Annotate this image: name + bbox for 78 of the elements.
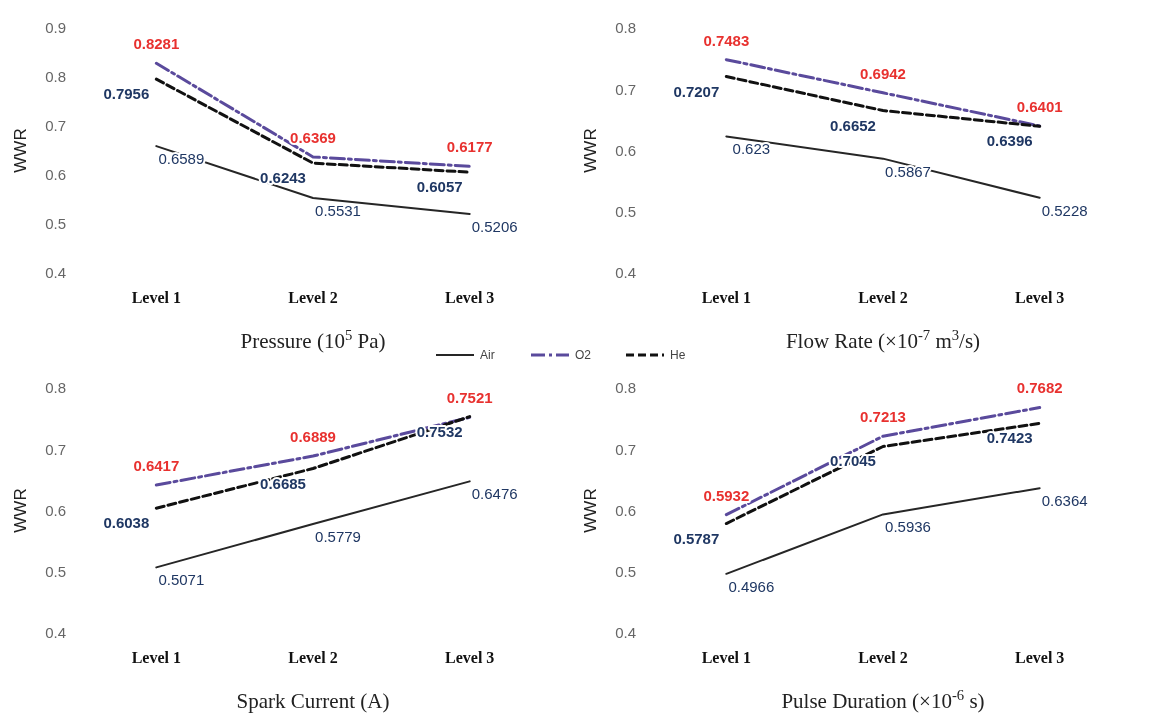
x-tick-label: Level 1: [131, 289, 181, 306]
data-label: 0.5932: [703, 486, 750, 504]
data-label: 0.5936: [885, 518, 931, 536]
data-label: 0.6652: [830, 116, 876, 134]
y-tick-label: 0.6: [45, 501, 66, 519]
x-tick-label: Level 3: [1015, 289, 1065, 306]
y-tick-label: 0.5: [45, 215, 66, 233]
legend-label: O2: [575, 348, 592, 363]
data-label: 0.7682: [1016, 379, 1063, 397]
data-label: 0.6942: [860, 64, 906, 82]
y-tick-label: 0.6: [615, 501, 636, 519]
x-tick-label: Level 2: [288, 289, 338, 306]
y-tick-label: 0.7: [45, 117, 66, 135]
y-tick-label: 0.5: [45, 563, 66, 580]
y-axis-title: WWR: [581, 128, 600, 173]
legend-label: He: [670, 348, 686, 363]
data-label: 0.6364: [1041, 492, 1088, 510]
x-axis-title: Spark Current (A): [236, 689, 390, 713]
data-label: 0.5206: [471, 217, 518, 235]
data-label: 0.6396: [986, 132, 1033, 150]
y-tick-label: 0.6: [45, 166, 66, 184]
data-label: 0.7207: [673, 82, 720, 100]
y-tick-label: 0.8: [615, 19, 636, 37]
y-tick-label: 0.9: [45, 19, 66, 37]
x-tick-label: Level 1: [701, 289, 751, 306]
y-tick-label: 0.8: [45, 68, 66, 86]
data-label: 0.6243: [260, 169, 306, 187]
y-tick-label: 0.4: [615, 624, 636, 642]
y-axis-title: WWR: [581, 488, 600, 533]
data-label: 0.6038: [103, 514, 150, 532]
x-tick-label: Level 2: [858, 649, 908, 666]
data-label: 0.7521: [446, 389, 493, 407]
data-label: 0.5867: [885, 162, 931, 180]
data-label: 0.6476: [471, 485, 518, 503]
x-tick-label: Level 1: [131, 649, 181, 666]
data-label: 0.8281: [133, 35, 180, 53]
y-tick-label: 0.6: [615, 141, 636, 159]
legend-label: Air: [480, 348, 495, 363]
data-label: 0.5779: [315, 528, 361, 546]
data-label: 0.5531: [315, 201, 361, 219]
data-label: 0.5228: [1041, 201, 1088, 219]
y-tick-label: 0.4: [45, 624, 66, 642]
y-tick-label: 0.7: [615, 80, 636, 98]
x-tick-label: Level 3: [445, 289, 495, 306]
data-label: 0.6177: [446, 138, 493, 156]
data-label: 0.4966: [728, 577, 775, 595]
x-tick-label: Level 3: [1015, 649, 1065, 666]
x-axis-title: Flow Rate (×10$^{-7}$ m$^{3}$/s): [785, 327, 981, 353]
y-axis-title: WWR: [11, 488, 30, 533]
data-label: 0.7423: [986, 429, 1033, 447]
data-label: 0.6369: [290, 128, 336, 146]
data-label: 0.7956: [103, 85, 150, 103]
data-label: 0.7532: [416, 422, 463, 440]
y-tick-label: 0.7: [45, 440, 66, 458]
data-label: 0.6685: [260, 474, 306, 492]
x-tick-label: Level 2: [288, 649, 338, 666]
data-label: 0.7483: [703, 31, 750, 49]
data-label: 0.7213: [860, 408, 906, 426]
y-tick-label: 0.7: [615, 440, 636, 458]
y-tick-label: 0.8: [45, 379, 66, 397]
x-tick-label: Level 2: [858, 289, 908, 306]
data-label: 0.6889: [290, 428, 336, 446]
y-tick-label: 0.5: [615, 203, 636, 220]
y-tick-label: 0.5: [615, 563, 636, 580]
data-label: 0.6401: [1016, 97, 1063, 115]
y-axis-title: WWR: [11, 128, 30, 173]
data-label: 0.6057: [416, 178, 463, 196]
x-tick-label: Level 3: [445, 649, 495, 666]
y-tick-label: 0.8: [615, 379, 636, 397]
y-tick-label: 0.4: [615, 264, 636, 282]
data-label: 0.623: [732, 140, 771, 158]
data-label: 0.6417: [133, 456, 180, 474]
y-tick-label: 0.4: [45, 264, 66, 282]
x-axis-title: Pulse Duration (×10$^{-6}$ s): [781, 687, 985, 713]
x-axis-title: Pressure (10$^{5}$ Pa): [240, 327, 386, 353]
x-tick-label: Level 1: [701, 649, 751, 666]
data-label: 0.5071: [158, 571, 205, 589]
data-label: 0.5787: [673, 529, 720, 547]
